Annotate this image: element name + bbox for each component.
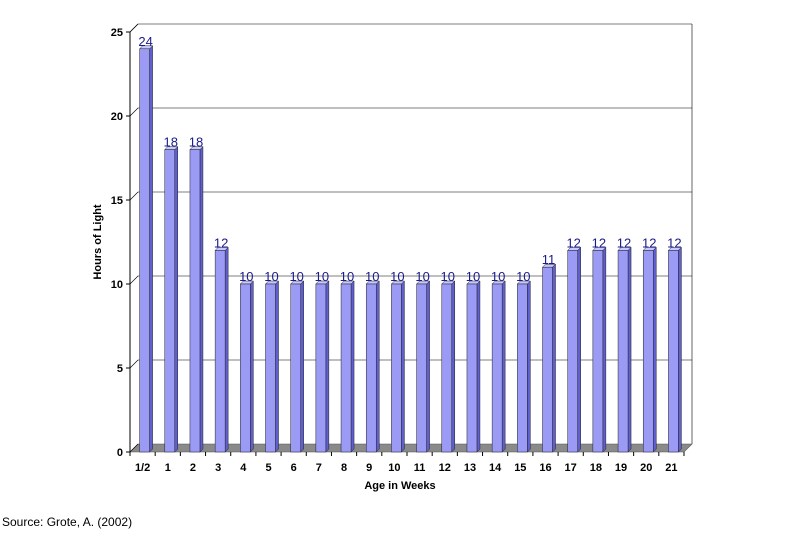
bar [365, 280, 380, 453]
data-label: 10 [264, 269, 278, 284]
bar [667, 246, 683, 453]
data-labels: 24 18 18 12 10 10 10 10 10 10 10 10 10 10 10 10 11 12 12 12… [138, 34, 681, 284]
x-tick-label: 3 [215, 462, 221, 474]
y-axis-title: Hours of Light [92, 204, 104, 279]
data-label: 12 [642, 235, 656, 250]
y-tick-label: 5 [117, 363, 123, 375]
data-label: 12 [617, 235, 631, 250]
y-tick-depth [129, 107, 139, 117]
bars [138, 45, 683, 453]
bar [642, 246, 657, 453]
bar [239, 280, 254, 453]
data-label: 12 [667, 235, 681, 250]
bar [541, 263, 557, 453]
y-tick-depth [129, 359, 139, 369]
bar [290, 280, 305, 453]
bar [567, 246, 582, 453]
y-tick-label: 0 [117, 447, 123, 459]
x-axis-ticks: 1/2 1 2 3 4 5 6 7 8 9 10 11 12 13 14 15 16 17 18 19 20 21 [129, 452, 685, 474]
data-label: 12 [592, 235, 606, 250]
x-tick-label: 14 [489, 462, 502, 474]
x-tick-label: 2 [190, 462, 196, 474]
y-tick-label: 10 [111, 279, 123, 291]
x-tick-label: 12 [439, 462, 451, 474]
x-tick-label: 11 [414, 462, 426, 474]
x-tick-label: 6 [291, 462, 297, 474]
x-tick-label: 1 [165, 462, 171, 474]
x-tick-label: 8 [341, 462, 347, 474]
y-tick-depth [129, 23, 139, 33]
bar [441, 280, 456, 453]
data-label: 18 [189, 135, 203, 150]
source-note: Source: Grote, A. (2002) [2, 515, 133, 529]
x-tick-label: 7 [316, 462, 322, 474]
bar [214, 246, 229, 453]
data-label: 10 [491, 269, 505, 284]
x-tick-label: 16 [539, 462, 551, 474]
data-label: 10 [390, 269, 404, 284]
y-tick-depth [129, 443, 139, 453]
bar [315, 280, 330, 453]
data-label: 10 [516, 269, 530, 284]
y-tick-depth [129, 191, 139, 201]
y-tick-label: 20 [111, 111, 123, 123]
y-tick-label: 25 [111, 27, 123, 39]
data-label: 10 [466, 269, 480, 284]
x-tick-label: 4 [240, 462, 247, 474]
data-label: 10 [239, 269, 253, 284]
data-label: 10 [289, 269, 303, 284]
x-tick-label: 5 [265, 462, 271, 474]
data-label: 24 [138, 34, 152, 49]
bar [592, 246, 607, 453]
bar [516, 280, 531, 453]
x-tick-label: 9 [366, 462, 372, 474]
bar [466, 280, 481, 453]
bar [138, 45, 154, 453]
bar [390, 280, 406, 453]
x-tick-label: 15 [514, 462, 526, 474]
y-tick-depth [129, 275, 139, 285]
bar [164, 145, 179, 453]
x-tick-label: 1/2 [135, 462, 150, 474]
data-label: 11 [542, 252, 556, 267]
data-label: 10 [441, 269, 455, 284]
data-label: 10 [340, 269, 354, 284]
data-label: 12 [566, 235, 580, 250]
data-label: 12 [214, 235, 228, 250]
y-tick-label: 15 [111, 195, 123, 207]
x-axis-title: Age in Weeks [364, 480, 435, 492]
x-tick-label: 13 [464, 462, 476, 474]
x-tick-label: 17 [565, 462, 577, 474]
bar [340, 280, 355, 453]
bar [617, 246, 632, 453]
data-label: 10 [315, 269, 329, 284]
y-axis-ticks: 0 5 10 15 20 25 [111, 23, 139, 459]
bar [189, 145, 204, 453]
data-label: 10 [365, 269, 379, 284]
data-label: 18 [164, 135, 178, 150]
data-label: 10 [415, 269, 429, 284]
x-tick-label: 10 [388, 462, 400, 474]
bar [264, 280, 280, 453]
bar [415, 280, 431, 453]
bar [491, 280, 506, 453]
chart-floor [129, 443, 693, 453]
x-tick-label: 18 [590, 462, 602, 474]
x-tick-label: 21 [665, 462, 677, 474]
x-tick-label: 20 [640, 462, 652, 474]
x-tick-label: 19 [615, 462, 627, 474]
